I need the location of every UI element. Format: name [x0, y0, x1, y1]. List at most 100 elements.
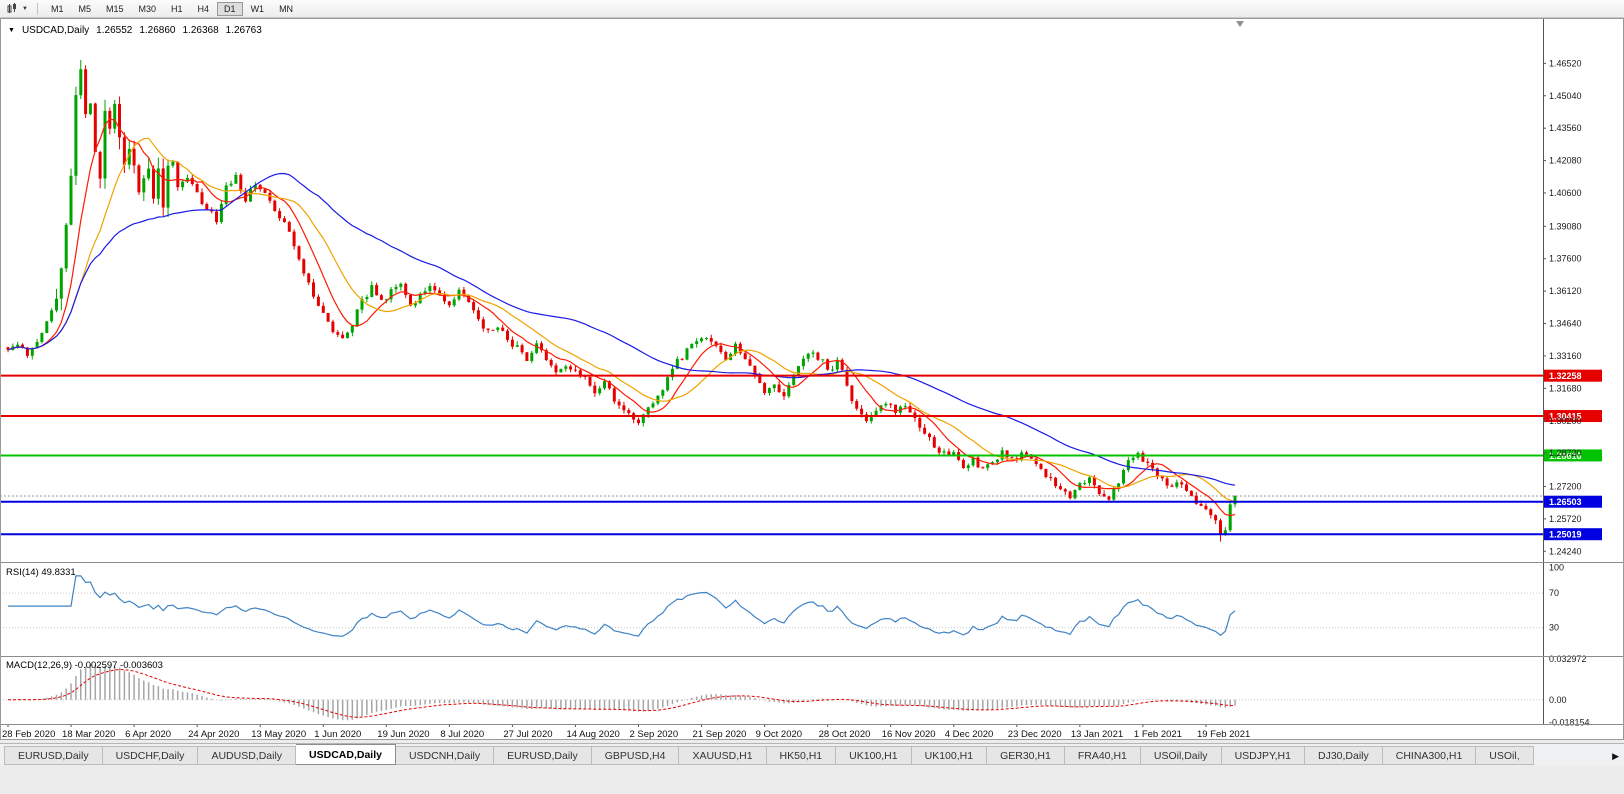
svg-text:1.25720: 1.25720 [1549, 514, 1582, 524]
svg-text:1.46520: 1.46520 [1549, 58, 1582, 68]
tab-DJ30-Daily[interactable]: DJ30,Daily [1304, 746, 1383, 765]
tab-USDCAD-Daily[interactable]: USDCAD,Daily [296, 744, 396, 765]
svg-text:8 Jul 2020: 8 Jul 2020 [440, 729, 484, 740]
toolbar-separator [36, 2, 38, 15]
svg-text:28 Oct 2020: 28 Oct 2020 [819, 729, 871, 740]
svg-text:1.32258: 1.32258 [1549, 371, 1582, 381]
macd-histogram [12, 664, 1236, 721]
hline-1.32258[interactable]: 1.32258 [0, 369, 1602, 382]
svg-text:18 Mar 2020: 18 Mar 2020 [62, 729, 115, 740]
timeframe-button-M5[interactable]: M5 [78, 3, 91, 14]
svg-text:100: 100 [1549, 562, 1564, 572]
svg-text:28 Feb 2020: 28 Feb 2020 [2, 729, 55, 740]
svg-text:1.43560: 1.43560 [1549, 123, 1582, 133]
svg-text:6 Apr 2020: 6 Apr 2020 [125, 729, 171, 740]
panel-borders [0, 18, 1624, 740]
svg-text:1.28720: 1.28720 [1549, 448, 1582, 458]
svg-text:14 Aug 2020: 14 Aug 2020 [566, 729, 619, 740]
timeframe-button-W1[interactable]: W1 [250, 3, 265, 14]
hline-1.26503[interactable]: 1.26503 [0, 495, 1602, 508]
svg-text:1.24240: 1.24240 [1549, 546, 1582, 556]
svg-text:0.00: 0.00 [1549, 695, 1567, 705]
svg-text:1.27200: 1.27200 [1549, 481, 1582, 491]
tab-USOil[interactable]: USOil, [1476, 746, 1534, 765]
svg-text:1.40600: 1.40600 [1549, 188, 1582, 198]
date-axis: 28 Feb 2020 18 Mar 2020 6 Apr 2020 24 Apr 2… [2, 724, 1250, 740]
svg-text:13 Jan 2021: 13 Jan 2021 [1071, 729, 1123, 740]
svg-text:1.25019: 1.25019 [1549, 530, 1582, 540]
tab-AUDUSD-Daily[interactable]: AUDUSD,Daily [198, 746, 297, 765]
timeframe-button-H4[interactable]: H4 [197, 3, 210, 14]
svg-text:-0.018154: -0.018154 [1549, 717, 1590, 727]
svg-text:27 Jul 2020: 27 Jul 2020 [503, 729, 552, 740]
svg-text:1.30200: 1.30200 [1549, 416, 1582, 426]
chart-type-icon [7, 3, 16, 13]
svg-text:1.42080: 1.42080 [1549, 156, 1582, 166]
tab-UK100-H1[interactable]: UK100,H1 [836, 746, 912, 765]
hline-1.28616[interactable]: 1.28616 [0, 449, 1602, 462]
toolbar: ▼ M1 M5 M15 M30 H1 H4 D1 W1 MN [0, 0, 1624, 18]
timeframe-button-D1[interactable]: D1 [217, 1, 243, 16]
tab-XAUUSD-H1[interactable]: XAUUSD,H1 [679, 746, 767, 765]
chevron-down-icon: ▼ [22, 5, 28, 12]
tab-USOil-Daily[interactable]: USOil,Daily [1140, 746, 1222, 765]
svg-text:23 Dec 2020: 23 Dec 2020 [1008, 729, 1062, 740]
macd-signal-line [8, 669, 1236, 718]
moving-average-16 [7, 137, 1236, 503]
svg-text:2 Sep 2020: 2 Sep 2020 [630, 729, 679, 740]
chart-type-dropdown[interactable]: ▼ [4, 3, 31, 14]
tab-USDJPY-H1[interactable]: USDJPY,H1 [1221, 746, 1305, 765]
svg-text:1.30415: 1.30415 [1549, 412, 1582, 422]
svg-text:19 Feb 2021: 19 Feb 2021 [1197, 729, 1250, 740]
timeframe-button-H1[interactable]: H1 [171, 3, 183, 14]
tab-UK100-H1[interactable]: UK100,H1 [911, 746, 988, 765]
svg-text:1.33160: 1.33160 [1549, 351, 1582, 361]
tab-FRA40-H1[interactable]: FRA40,H1 [1064, 746, 1141, 765]
chart-tabs-bar: EURUSD,Daily USDCHF,Daily AUDUSD,Daily USDC… [0, 743, 1624, 765]
tab-USDCNH-Daily[interactable]: USDCNH,Daily [395, 746, 495, 765]
timeframe-button-M30[interactable]: M30 [138, 3, 157, 14]
timeframe-button-MN[interactable]: MN [279, 3, 294, 14]
timeframe-button-M15[interactable]: M15 [105, 3, 124, 14]
macd-panel: 0.032972 0.00 -0.018154 [0, 654, 1590, 727]
tab-USDCHF-Daily[interactable]: USDCHF,Daily [102, 746, 199, 765]
tab-HK50-H1[interactable]: HK50,H1 [766, 746, 837, 765]
tabs-scroll-right-button[interactable]: ▶ [1610, 750, 1621, 762]
svg-text:19 Jun 2020: 19 Jun 2020 [377, 729, 429, 740]
svg-text:21 Sep 2020: 21 Sep 2020 [693, 729, 747, 740]
svg-text:24 Apr 2020: 24 Apr 2020 [188, 729, 239, 740]
tab-GER30-H1[interactable]: GER30,H1 [987, 746, 1065, 765]
svg-text:1.36120: 1.36120 [1549, 286, 1582, 296]
hline-1.25019[interactable]: 1.25019 [0, 528, 1602, 541]
rsi-line [8, 575, 1236, 637]
svg-text:13 May 2020: 13 May 2020 [251, 729, 306, 740]
hline-1.30415[interactable]: 1.30415 [0, 410, 1602, 423]
svg-text:70: 70 [1549, 588, 1559, 598]
status-bar [0, 765, 1624, 792]
tab-EURUSD-Daily[interactable]: EURUSD,Daily [494, 746, 592, 765]
svg-text:9 Oct 2020: 9 Oct 2020 [756, 729, 802, 740]
svg-text:1 Jun 2020: 1 Jun 2020 [314, 729, 361, 740]
svg-text:1.31680: 1.31680 [1549, 383, 1582, 393]
tab-EURUSD-Daily[interactable]: EURUSD,Daily [4, 746, 103, 765]
svg-text:30: 30 [1549, 623, 1559, 633]
tab-CHINA300-H1[interactable]: CHINA300,H1 [1382, 746, 1477, 765]
svg-text:1.34640: 1.34640 [1549, 319, 1582, 329]
price-axis: 1.46520 1.45040 1.43560 1.42080 1.40600 1.390… [1543, 19, 1582, 724]
candlestick-series [6, 60, 1237, 542]
tab-GBPUSD-H4[interactable]: GBPUSD,H4 [591, 746, 680, 765]
chart-canvas[interactable]: 1.322581.304151.286161.265031.250191.465… [0, 18, 1624, 740]
svg-text:1.45040: 1.45040 [1549, 91, 1582, 101]
svg-text:4 Dec 2020: 4 Dec 2020 [945, 729, 994, 740]
chart-shift-marker[interactable] [1236, 21, 1244, 27]
svg-text:0.032972: 0.032972 [1549, 654, 1587, 664]
moving-average-45 [7, 172, 1236, 486]
svg-text:1 Feb 2021: 1 Feb 2021 [1134, 729, 1182, 740]
svg-text:1.39080: 1.39080 [1549, 221, 1582, 231]
timeframe-button-M1[interactable]: M1 [50, 3, 64, 14]
svg-text:1.37600: 1.37600 [1549, 254, 1582, 264]
svg-text:1.26503: 1.26503 [1549, 497, 1582, 507]
svg-text:16 Nov 2020: 16 Nov 2020 [882, 729, 936, 740]
svg-text:1.28616: 1.28616 [1549, 451, 1582, 461]
rsi-panel: 100 70 30 [0, 562, 1564, 633]
